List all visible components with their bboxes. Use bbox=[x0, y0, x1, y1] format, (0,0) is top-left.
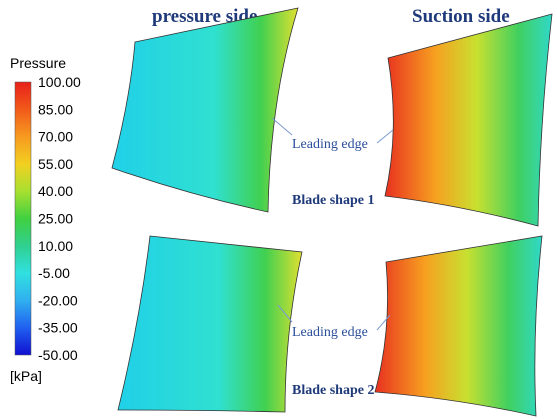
legend-title: Pressure bbox=[10, 55, 66, 71]
legend-tick-label: -5.00 bbox=[38, 265, 70, 281]
column-header: Suction side bbox=[412, 6, 510, 27]
legend-tick-label: 10.00 bbox=[38, 238, 73, 254]
arrow bbox=[377, 130, 393, 143]
legend-tick-label: 55.00 bbox=[38, 156, 73, 172]
color-bar bbox=[15, 82, 31, 355]
blade-contour bbox=[375, 236, 542, 416]
legend-tick-label: -50.00 bbox=[38, 347, 78, 363]
annotation: Leading edge bbox=[292, 137, 368, 152]
row-label: Blade shape 2 bbox=[292, 383, 374, 398]
legend-tick-label: 40.00 bbox=[38, 183, 73, 199]
legend-tick-label: 70.00 bbox=[38, 129, 73, 145]
legend-tick-label: -35.00 bbox=[38, 320, 78, 336]
legend-tick-label: 100.00 bbox=[38, 74, 81, 90]
arrow bbox=[272, 118, 292, 135]
blade-contour bbox=[112, 8, 298, 212]
legend-tick-label: 25.00 bbox=[38, 211, 73, 227]
blade-contour bbox=[118, 236, 302, 412]
legend-tick-label: 85.00 bbox=[38, 101, 73, 117]
row-label: Blade shape 1 bbox=[292, 193, 374, 208]
blade-contour bbox=[385, 14, 552, 226]
legend-ticks: 100.00 85.00 70.00 55.00 40.00 25.00 10.00 -5.0… bbox=[38, 74, 81, 363]
legend-tick-label: -20.00 bbox=[38, 292, 78, 308]
annotation: Leading edge bbox=[292, 325, 368, 340]
page: {"headers": ["pressure side", "Suction s… bbox=[0, 0, 557, 419]
figure: pressure side Suction side Pressure 100.… bbox=[0, 0, 557, 419]
legend-unit: [kPa] bbox=[10, 368, 42, 384]
